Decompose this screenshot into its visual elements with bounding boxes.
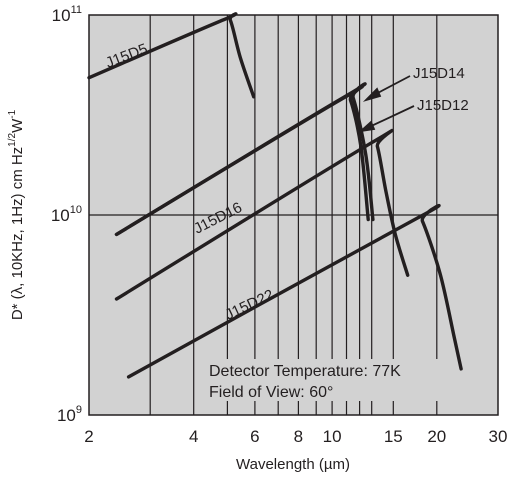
x-tick-label: 15	[384, 427, 403, 446]
x-tick-label: 10	[323, 427, 342, 446]
x-axis-label: Wavelength (µm)	[236, 456, 350, 473]
annotation-background	[205, 359, 443, 401]
y-axis-label-sup2: -1	[7, 109, 18, 118]
y-tick-exponent: 11	[71, 4, 82, 16]
x-tick-label: 6	[250, 427, 259, 446]
y-axis-label-sup1: 1/2	[7, 132, 18, 146]
x-tick-label: 30	[489, 427, 508, 446]
x-tick-labels: 2 4 6 8 10 15 20 30	[84, 427, 507, 446]
x-tick-label: 2	[84, 427, 93, 446]
y-axis-label-main: D* (λ, 10KHz, 1Hz) cm Hz	[9, 147, 26, 320]
x-tick-label: 4	[189, 427, 198, 446]
y-axis-label-mid: W	[9, 118, 26, 133]
arrow-j15d12-head	[358, 120, 376, 133]
y-tick-label: 1011	[52, 4, 82, 25]
annotation-field-of-view: Field of View: 60°	[209, 384, 333, 401]
plot-frame	[88, 14, 499, 416]
series-line-j15d22	[126, 203, 463, 379]
y-axis-label: D* (λ, 10KHz, 1Hz) cm Hz1/2W-1	[7, 109, 26, 320]
arrow-j15d14-head	[362, 87, 382, 102]
series-line-j15d12	[114, 128, 410, 301]
series-label-j15d12: J15D12	[417, 97, 469, 114]
series-label-j15d14: J15D14	[413, 65, 465, 82]
y-tick-exponent: 10	[70, 204, 82, 216]
series-line-j15d16	[114, 84, 370, 237]
y-tick-base: 10	[57, 406, 76, 425]
y-tick-label: 1010	[51, 204, 82, 225]
y-tick-base: 10	[52, 6, 71, 25]
x-tick-label: 8	[294, 427, 303, 446]
arrow-j15d12	[366, 105, 415, 129]
annotation-temperature: Detector Temperature: 77K	[209, 363, 401, 380]
x-tick-label: 20	[427, 427, 446, 446]
y-tick-exponent: 9	[76, 404, 82, 416]
y-tick-label: 109	[57, 404, 82, 425]
y-tick-base: 10	[51, 206, 70, 225]
series-line-j15d5	[87, 12, 256, 99]
detector-curves	[87, 12, 463, 379]
series-label-arrows	[358, 75, 415, 133]
